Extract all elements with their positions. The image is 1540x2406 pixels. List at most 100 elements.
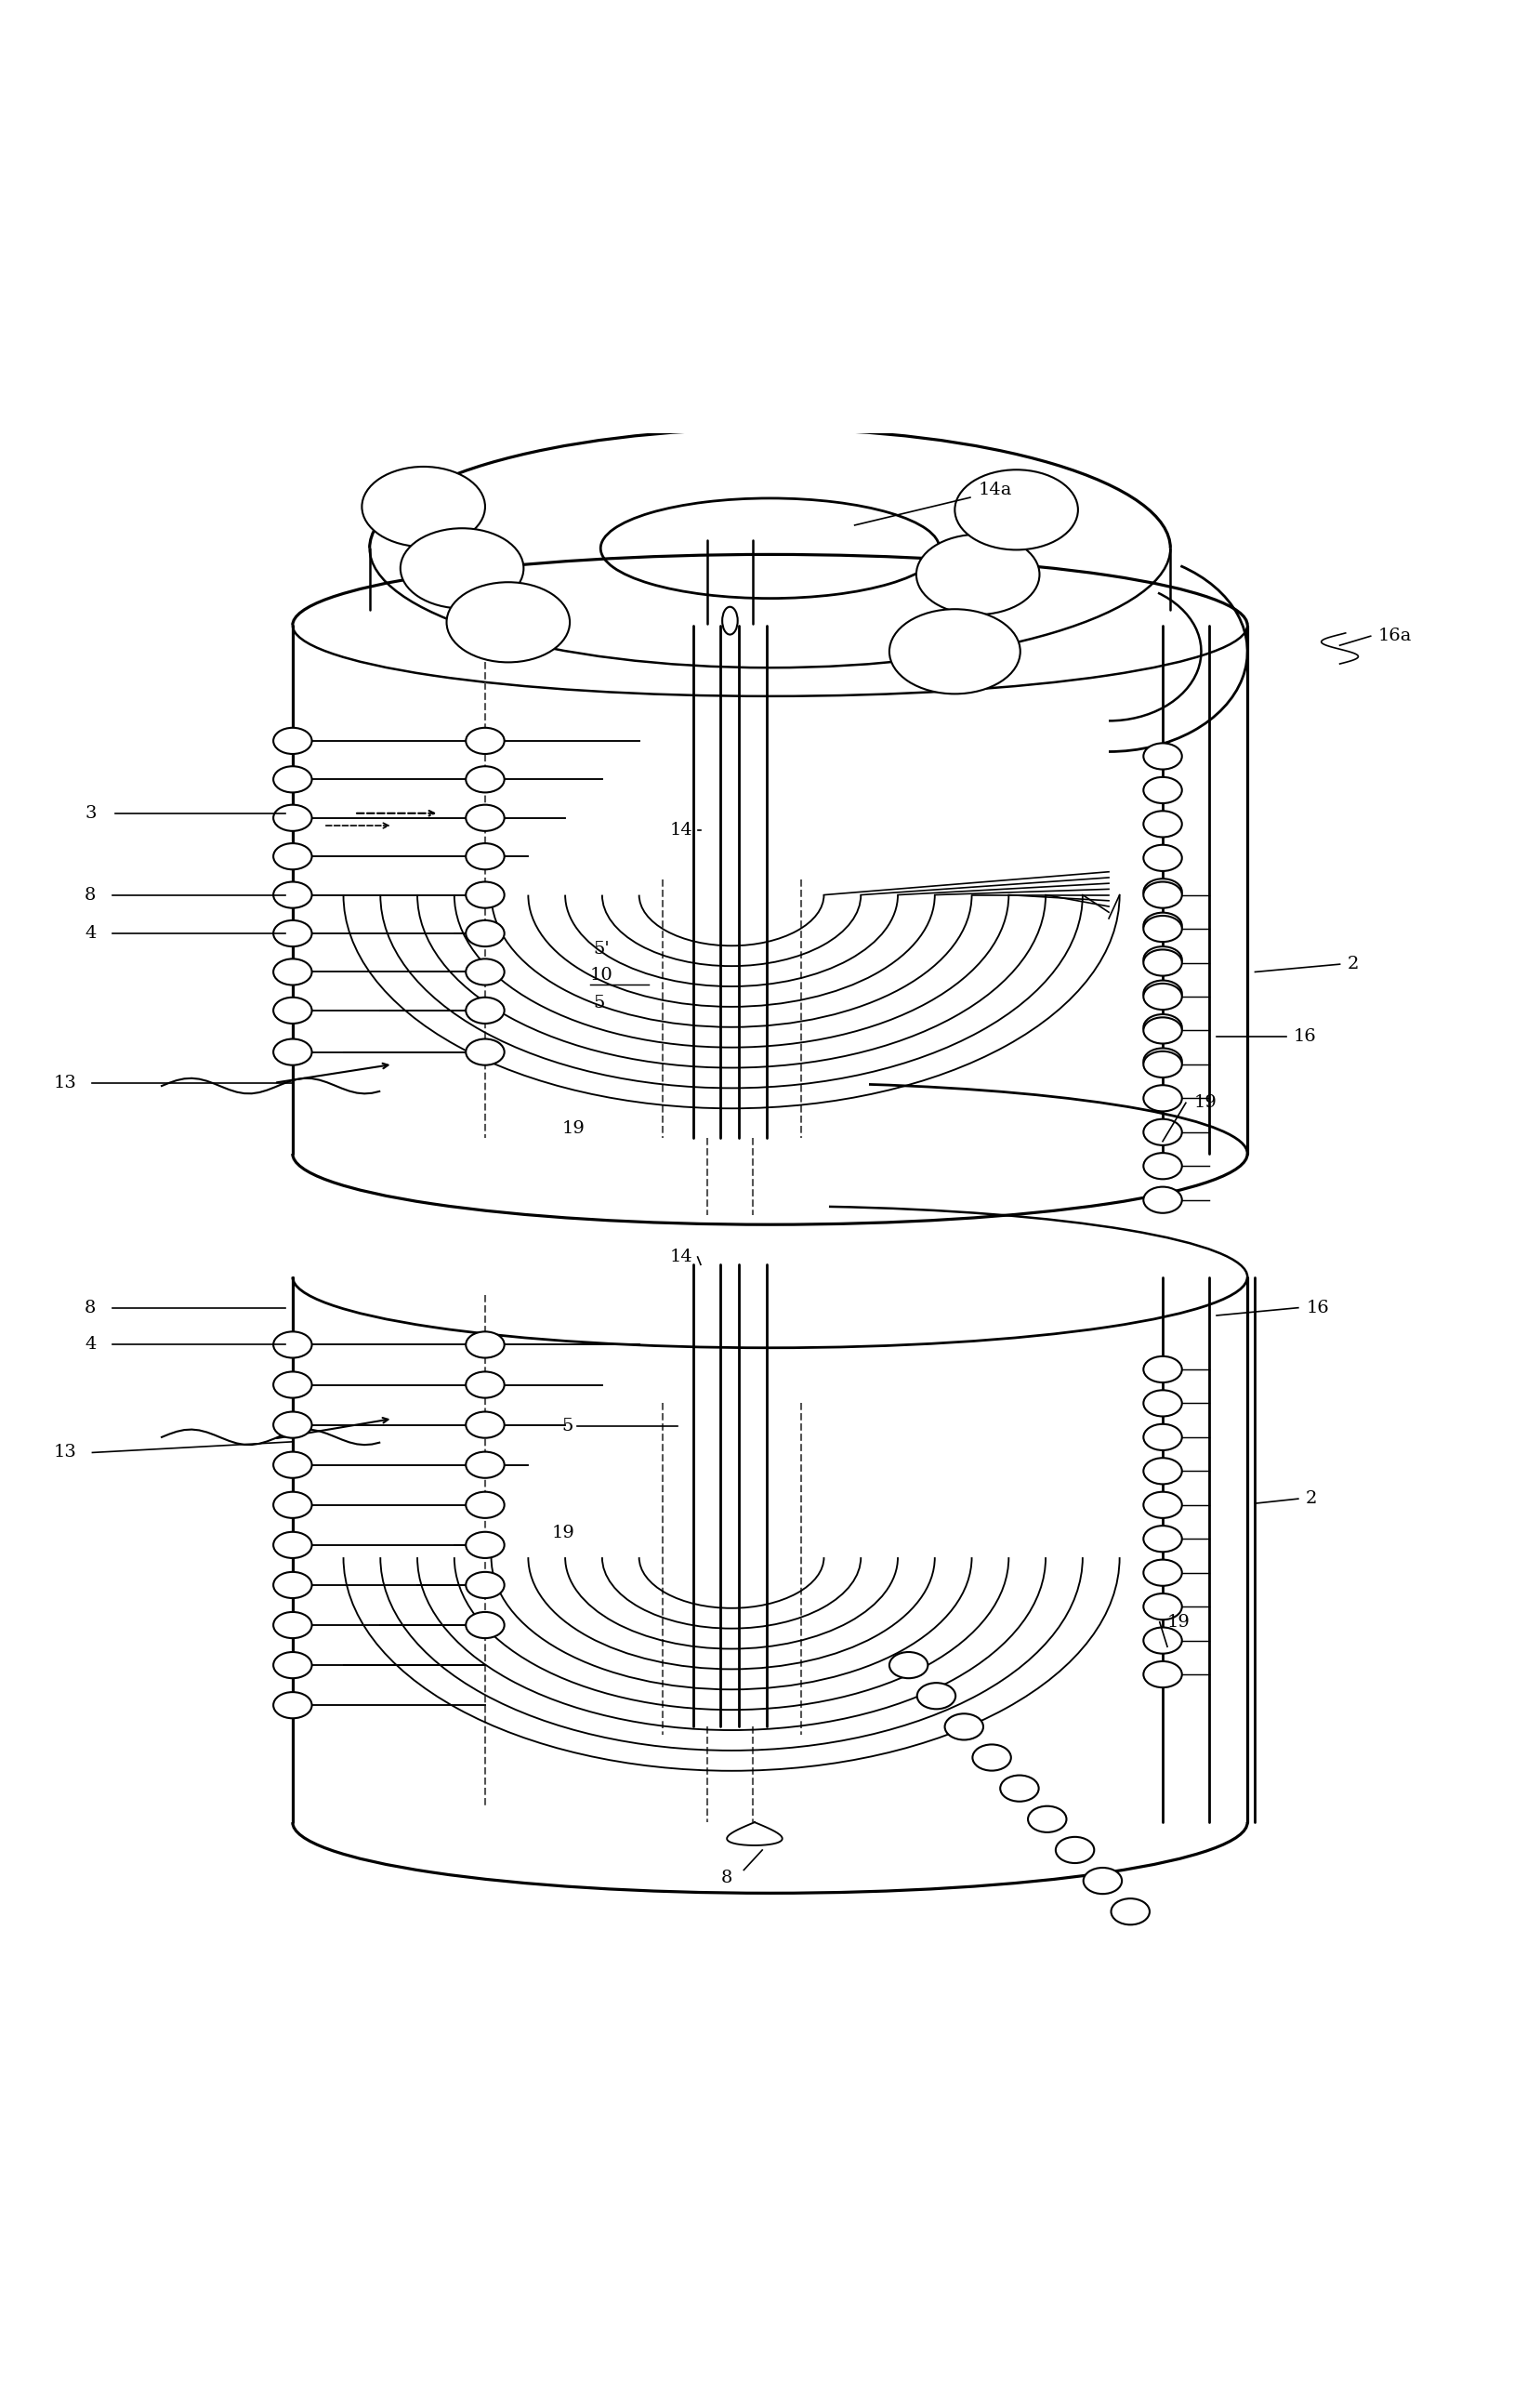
Ellipse shape xyxy=(274,921,311,946)
Ellipse shape xyxy=(274,960,311,984)
Ellipse shape xyxy=(274,727,311,753)
Ellipse shape xyxy=(274,842,311,869)
Ellipse shape xyxy=(1143,1424,1183,1451)
Ellipse shape xyxy=(467,727,505,753)
Ellipse shape xyxy=(1143,950,1183,977)
Ellipse shape xyxy=(467,1571,505,1598)
Ellipse shape xyxy=(955,469,1078,551)
Ellipse shape xyxy=(274,1653,311,1679)
Ellipse shape xyxy=(1143,743,1183,770)
Text: 13: 13 xyxy=(54,1444,77,1460)
Ellipse shape xyxy=(1143,1525,1183,1552)
Ellipse shape xyxy=(1143,1186,1183,1213)
Ellipse shape xyxy=(274,1451,311,1477)
Text: 5: 5 xyxy=(593,994,604,1011)
Text: 4: 4 xyxy=(85,1335,95,1352)
Ellipse shape xyxy=(274,1691,311,1718)
Text: 14a: 14a xyxy=(978,481,1012,498)
Ellipse shape xyxy=(274,1039,311,1066)
Ellipse shape xyxy=(1143,1018,1183,1044)
Ellipse shape xyxy=(916,534,1040,614)
Ellipse shape xyxy=(1143,1593,1183,1619)
Text: 2: 2 xyxy=(1306,1489,1317,1506)
Ellipse shape xyxy=(1143,1559,1183,1586)
Ellipse shape xyxy=(467,1371,505,1398)
Ellipse shape xyxy=(274,998,311,1023)
Ellipse shape xyxy=(274,1331,311,1357)
Text: 13: 13 xyxy=(54,1075,77,1092)
Ellipse shape xyxy=(1143,1049,1183,1075)
Ellipse shape xyxy=(1143,1015,1183,1039)
Ellipse shape xyxy=(1143,811,1183,837)
Ellipse shape xyxy=(467,1039,505,1066)
Ellipse shape xyxy=(467,1533,505,1559)
Ellipse shape xyxy=(1143,883,1183,907)
Ellipse shape xyxy=(467,1331,505,1357)
Text: 19: 19 xyxy=(551,1525,574,1540)
Text: 5: 5 xyxy=(562,1417,573,1434)
Ellipse shape xyxy=(467,1412,505,1439)
Text: 8: 8 xyxy=(721,1869,731,1886)
Ellipse shape xyxy=(918,1682,955,1708)
Ellipse shape xyxy=(1143,979,1183,1006)
Text: 19: 19 xyxy=(1194,1095,1217,1112)
Ellipse shape xyxy=(274,1571,311,1598)
Ellipse shape xyxy=(467,1492,505,1518)
Ellipse shape xyxy=(890,1653,927,1679)
Text: 3: 3 xyxy=(85,806,97,820)
Ellipse shape xyxy=(1143,917,1183,941)
Ellipse shape xyxy=(274,804,311,830)
Ellipse shape xyxy=(467,883,505,907)
Ellipse shape xyxy=(467,765,505,792)
Ellipse shape xyxy=(1143,1357,1183,1383)
Ellipse shape xyxy=(274,1533,311,1559)
Text: 5': 5' xyxy=(593,941,610,958)
Ellipse shape xyxy=(1143,912,1183,938)
Ellipse shape xyxy=(1143,1492,1183,1518)
Text: 14: 14 xyxy=(670,1249,693,1266)
Ellipse shape xyxy=(1143,1660,1183,1687)
Text: 8: 8 xyxy=(85,1299,95,1316)
Ellipse shape xyxy=(447,582,570,662)
Ellipse shape xyxy=(274,1412,311,1439)
Ellipse shape xyxy=(467,998,505,1023)
Text: 14: 14 xyxy=(670,823,693,840)
Ellipse shape xyxy=(1056,1836,1093,1862)
Ellipse shape xyxy=(944,1713,984,1740)
Ellipse shape xyxy=(1143,845,1183,871)
Text: 4: 4 xyxy=(85,924,95,941)
Ellipse shape xyxy=(274,883,311,907)
Ellipse shape xyxy=(1143,1152,1183,1179)
Ellipse shape xyxy=(1143,878,1183,905)
Text: 10: 10 xyxy=(590,967,613,984)
Ellipse shape xyxy=(973,1744,1012,1771)
Text: 16: 16 xyxy=(1294,1027,1317,1044)
Ellipse shape xyxy=(467,921,505,946)
Ellipse shape xyxy=(1143,1458,1183,1485)
Ellipse shape xyxy=(1143,1626,1183,1653)
Ellipse shape xyxy=(722,606,738,635)
Ellipse shape xyxy=(1112,1898,1149,1925)
Ellipse shape xyxy=(274,1612,311,1638)
Ellipse shape xyxy=(1143,946,1183,972)
Ellipse shape xyxy=(274,1371,311,1398)
Ellipse shape xyxy=(889,609,1019,693)
Text: 2: 2 xyxy=(1348,955,1358,972)
Text: 8: 8 xyxy=(85,885,95,902)
Ellipse shape xyxy=(467,1451,505,1477)
Ellipse shape xyxy=(467,804,505,830)
Ellipse shape xyxy=(467,960,505,984)
Ellipse shape xyxy=(400,529,524,609)
Ellipse shape xyxy=(1001,1776,1040,1802)
Ellipse shape xyxy=(467,842,505,869)
Text: 16a: 16a xyxy=(1378,628,1412,645)
Ellipse shape xyxy=(1143,1391,1183,1417)
Ellipse shape xyxy=(1143,1051,1183,1078)
Ellipse shape xyxy=(362,467,485,546)
Text: 19: 19 xyxy=(562,1121,585,1138)
Ellipse shape xyxy=(274,1492,311,1518)
Ellipse shape xyxy=(1084,1867,1121,1894)
Ellipse shape xyxy=(1143,1085,1183,1112)
Ellipse shape xyxy=(1029,1807,1067,1833)
Ellipse shape xyxy=(274,765,311,792)
